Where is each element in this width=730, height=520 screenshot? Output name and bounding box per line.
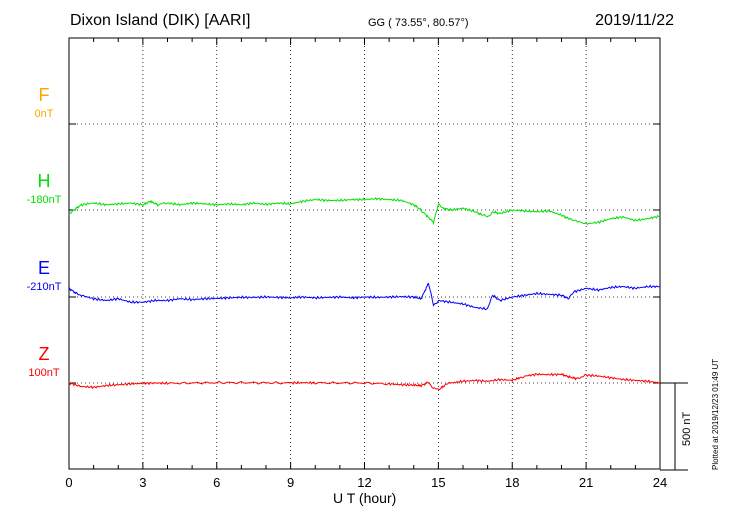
component-name-z: Z: [38, 344, 50, 364]
component-offset-f: 0nT: [34, 108, 54, 120]
scale-bar-label: 500 nT: [681, 411, 693, 446]
x-tick-label: 24: [652, 475, 668, 490]
component-name-f: F: [38, 85, 50, 105]
component-offset-h: -180nT: [26, 194, 62, 206]
x-tick-label: 12: [357, 475, 372, 490]
component-offset-e: -210nT: [26, 281, 62, 293]
series-line-e: [68, 282, 661, 311]
x-axis-label: U T (hour): [333, 490, 397, 506]
x-tick-label: 21: [578, 475, 594, 490]
plotted-timestamp: Plotted at 2019/12/23 01:49 UT: [711, 358, 720, 470]
x-tick-label: 15: [431, 475, 446, 490]
x-tick-label: 6: [213, 475, 221, 490]
x-tick-label: 18: [505, 475, 520, 490]
series-line-h: [68, 196, 661, 226]
series-group: [68, 196, 661, 391]
x-tick-label: 9: [287, 475, 295, 490]
station-coordinates: GG ( 73.55°, 80.57°): [368, 17, 469, 29]
x-tick-label: 3: [139, 475, 147, 490]
station-title: Dixon Island (DIK) [AARI]: [70, 12, 251, 29]
component-name-h: H: [37, 171, 51, 191]
grid: [69, 38, 660, 469]
component-name-e: E: [37, 258, 50, 278]
component-offset-z: 100nT: [28, 367, 60, 379]
scale-bar: [660, 382, 688, 471]
x-tick-label: 0: [65, 475, 73, 490]
series-line-z: [68, 372, 661, 391]
chart-date: 2019/11/22: [595, 12, 674, 29]
